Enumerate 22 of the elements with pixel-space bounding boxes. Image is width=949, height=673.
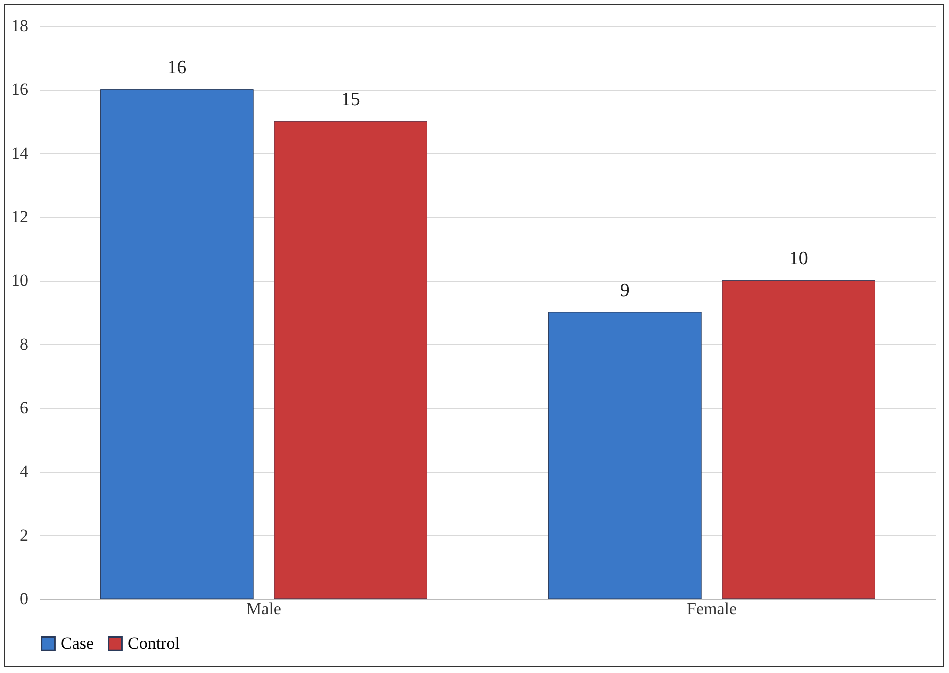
y-tick-label: 4 — [20, 462, 29, 482]
legend-label: Case — [61, 634, 94, 653]
x-tick-label: Male — [246, 600, 282, 618]
y-tick-label: 8 — [20, 334, 28, 354]
bar — [722, 280, 876, 600]
data-label: 16 — [168, 58, 187, 79]
bar — [100, 89, 254, 600]
y-tick-label: 10 — [12, 271, 28, 290]
y-tick-label: 6 — [20, 398, 28, 418]
bar — [548, 312, 702, 600]
x-tick-label: Female — [686, 600, 738, 618]
data-label: 15 — [341, 90, 360, 110]
y-tick-label: 18 — [12, 16, 28, 36]
y-tick-label: 0 — [20, 590, 28, 608]
data-label: 10 — [789, 248, 808, 270]
y-tick-label: 12 — [12, 208, 28, 226]
y-tick-label: 2 — [20, 526, 28, 545]
y-tick-label: 16 — [12, 80, 28, 100]
data-label: 9 — [620, 280, 630, 302]
y-tick-label: 14 — [12, 144, 29, 163]
legend-label: Control — [128, 634, 180, 653]
bar — [274, 121, 428, 600]
